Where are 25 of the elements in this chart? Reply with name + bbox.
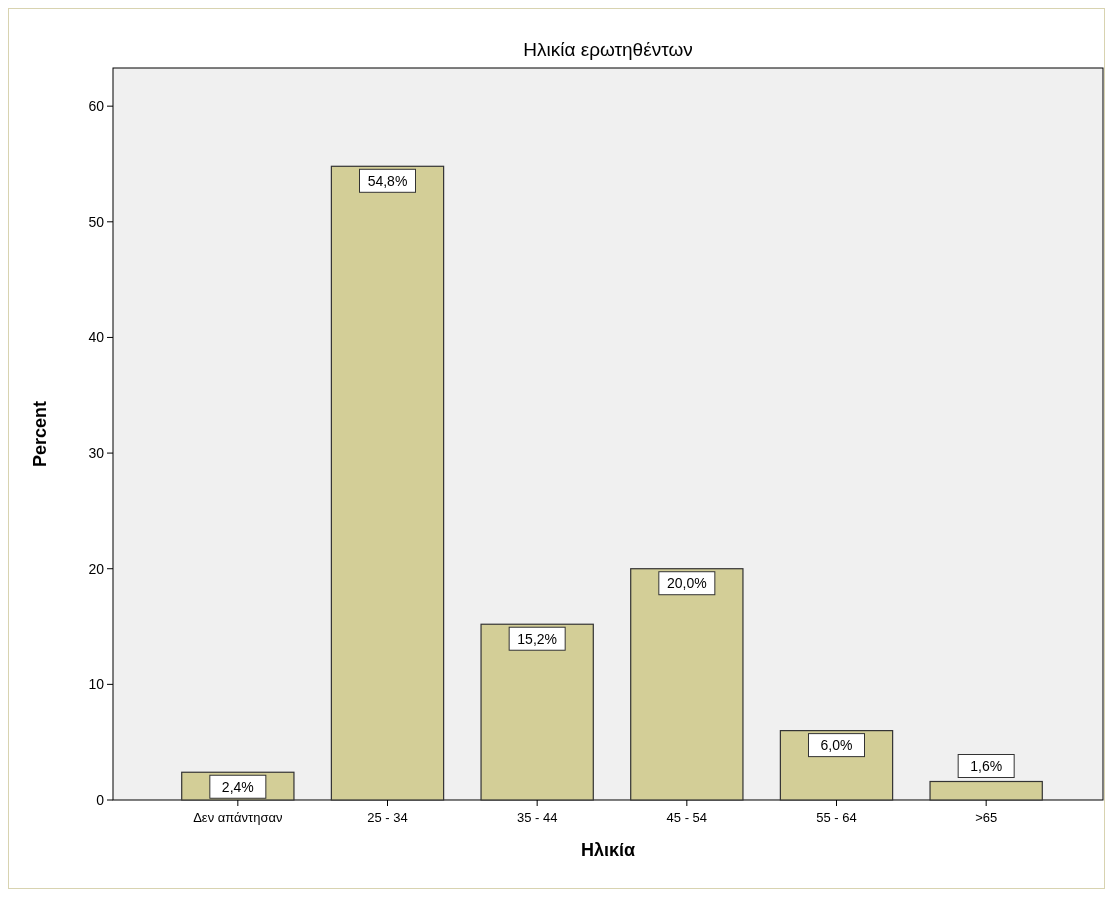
y-tick-label: 40	[88, 329, 105, 346]
y-tick-label: 0	[96, 792, 105, 808]
x-tick-label: 25 - 34	[367, 810, 408, 825]
x-tick-label: 55 - 64	[816, 810, 857, 825]
data-label: 15,2%	[517, 630, 558, 647]
chart-title: Ηλικία ερωτηθέντων	[523, 39, 693, 60]
x-tick-label: Δεν απάντησαν	[193, 810, 283, 825]
y-tick-label: 20	[88, 560, 105, 577]
x-axis-title: Ηλικία	[580, 840, 636, 860]
x-tick-label: >65	[975, 810, 998, 825]
x-tick-label: 45 - 54	[666, 810, 708, 825]
y-tick-label: 60	[88, 98, 105, 115]
y-tick-label: 50	[88, 213, 105, 230]
data-label: 2,4%	[221, 778, 254, 795]
data-label: 6,0%	[820, 737, 853, 754]
data-label: 20,0%	[666, 575, 707, 592]
y-tick-label: 10	[88, 676, 105, 693]
data-label: 1,6%	[970, 758, 1003, 774]
bar	[630, 568, 744, 801]
bar	[480, 623, 594, 801]
bar	[330, 165, 445, 801]
y-axis-title: Percent	[30, 400, 50, 468]
data-label: 54,8%	[367, 172, 408, 189]
x-tick-label: 35 - 44	[516, 810, 558, 825]
y-tick-label: 30	[88, 445, 105, 462]
